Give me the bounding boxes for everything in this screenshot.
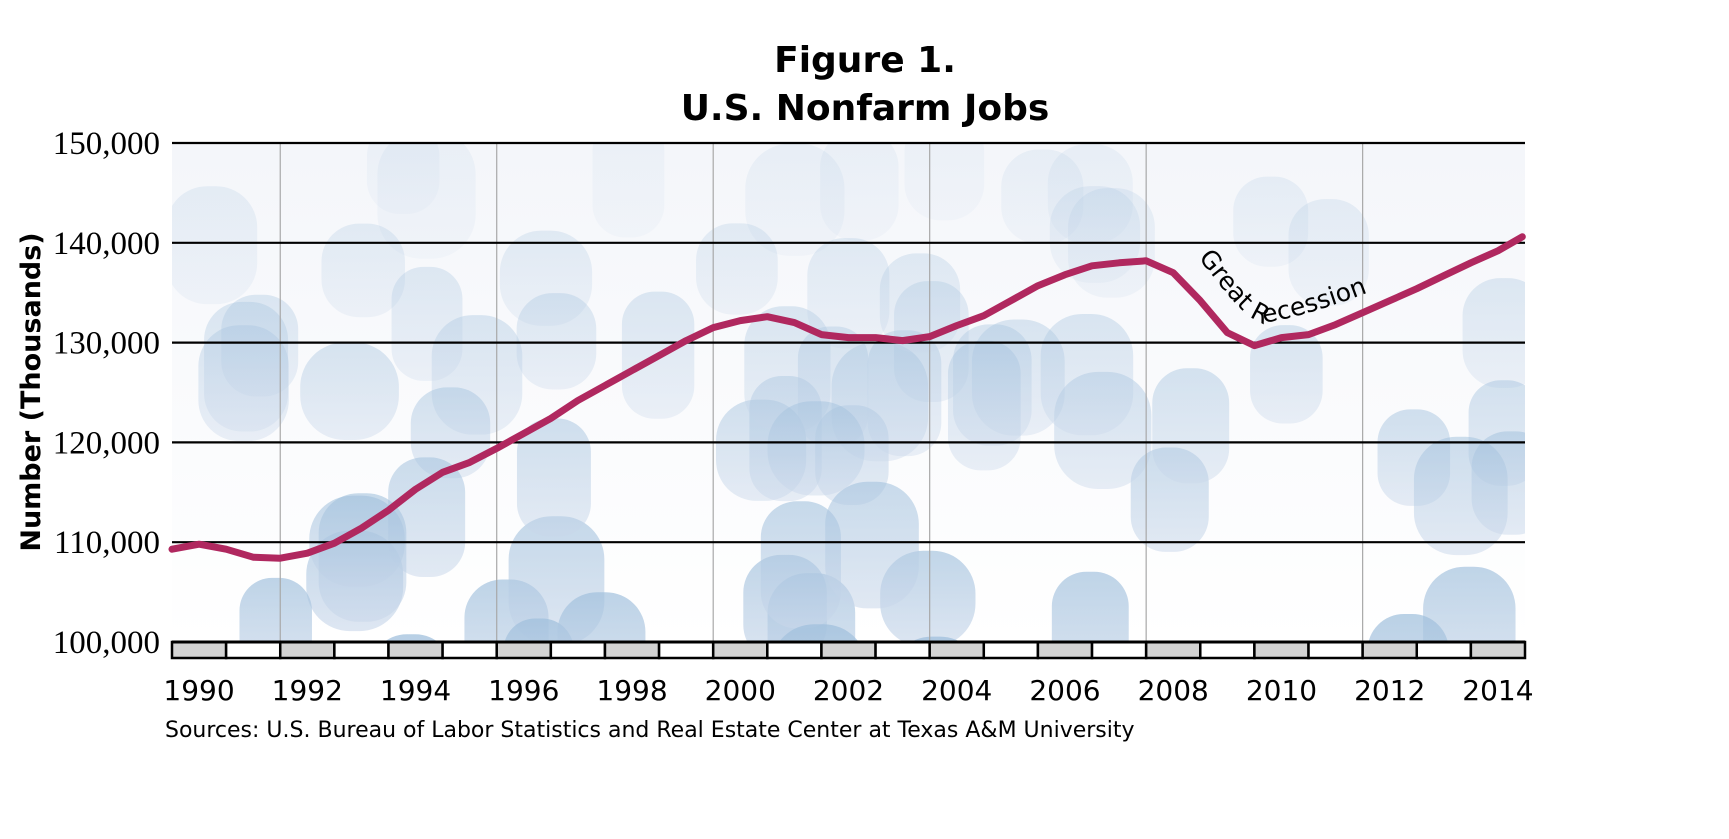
x-tick-label: 2004 — [921, 674, 992, 707]
person-silhouette — [745, 143, 845, 256]
x-tick-label: 1996 — [488, 674, 559, 707]
person-silhouette — [504, 618, 573, 642]
y-tick-label: 150,000 — [53, 126, 160, 162]
year-cell — [982, 640, 1040, 660]
year-cell — [1199, 640, 1256, 660]
x-tick-label: 1990 — [163, 674, 234, 707]
person-silhouette — [947, 340, 1021, 471]
source-note: Sources: U.S. Bureau of Labor Statistics… — [165, 718, 1135, 743]
year-cell — [549, 640, 607, 660]
horizontal-gridlines — [172, 141, 1525, 544]
person-silhouette — [760, 501, 841, 629]
person-silhouette — [410, 387, 491, 479]
person-silhouette — [1462, 278, 1525, 388]
person-silhouette — [696, 223, 778, 315]
y-tick-labels: 100,000 110,000 120,000 130,000 140,000 150,0… — [53, 126, 160, 661]
person-silhouette — [366, 143, 440, 214]
year-cell — [1361, 640, 1419, 660]
plot-background — [172, 143, 1525, 642]
year-cell — [820, 640, 877, 660]
person-silhouette — [321, 223, 405, 318]
person-silhouette — [592, 143, 665, 238]
person-silhouette — [825, 481, 919, 609]
year-cell — [495, 640, 553, 660]
person-silhouette — [904, 143, 985, 221]
x-tick-label: 2002 — [813, 674, 884, 707]
x-tick-label: 2000 — [705, 674, 776, 707]
x-axis-year-strip — [170, 640, 1527, 660]
year-cell — [333, 640, 390, 660]
x-tick-label: 2008 — [1138, 674, 1209, 707]
x-tick-label: 1994 — [380, 674, 451, 707]
year-cell — [711, 640, 769, 660]
person-silhouette — [1471, 431, 1525, 535]
person-silhouette — [1288, 199, 1369, 306]
person-silhouette — [516, 293, 597, 390]
x-tick-label: 2014 — [1462, 674, 1533, 707]
year-cell — [657, 640, 715, 660]
y-tick-label: 130,000 — [53, 326, 160, 362]
x-tick-labels: 1990 1992 1994 1996 1998 2000 2002 2004 2006 2008… — [163, 674, 1533, 707]
person-silhouette — [300, 342, 399, 441]
year-cell — [1036, 640, 1094, 660]
year-cell — [1307, 640, 1364, 660]
person-silhouette — [1152, 368, 1230, 484]
person-silhouette — [779, 624, 859, 642]
year-cell — [766, 640, 823, 660]
person-silhouette — [807, 238, 890, 349]
person-silhouette — [239, 577, 312, 642]
person-silhouette — [516, 418, 591, 537]
person-silhouette — [879, 253, 961, 353]
x-tick-label: 2010 — [1246, 674, 1317, 707]
y-tick-label: 110,000 — [54, 525, 160, 561]
year-cell — [387, 640, 444, 660]
person-silhouette — [388, 457, 466, 578]
person-silhouette — [384, 634, 439, 642]
year-cell — [1090, 640, 1148, 660]
year-cell — [603, 640, 661, 660]
x-tick-label: 1998 — [596, 674, 667, 707]
y-tick-label: 100,000 — [53, 625, 160, 661]
chart-title: Figure 1. — [774, 40, 956, 81]
year-cell — [224, 640, 282, 660]
year-cell — [874, 640, 931, 660]
year-cell — [441, 640, 498, 660]
person-silhouette — [1250, 325, 1323, 424]
x-tick-label: 2006 — [1029, 674, 1100, 707]
chart-subtitle: U.S. Nonfarm Jobs — [681, 88, 1050, 129]
year-cell — [928, 640, 986, 660]
x-tick-label: 2012 — [1354, 674, 1425, 707]
year-cell — [278, 640, 336, 660]
person-silhouette — [172, 186, 258, 305]
person-silhouette — [1049, 186, 1141, 283]
x-tick-label: 1992 — [272, 674, 343, 707]
year-cell — [1469, 640, 1527, 660]
person-silhouette — [204, 301, 289, 432]
y-tick-label: 140,000 — [53, 226, 160, 262]
year-cell — [1144, 640, 1202, 660]
year-cell — [170, 640, 228, 660]
person-silhouette — [557, 592, 646, 642]
person-silhouette — [1051, 571, 1129, 642]
person-silhouette — [1423, 566, 1516, 642]
year-cell — [1253, 640, 1310, 660]
person-silhouette — [744, 306, 831, 433]
person-silhouette — [318, 493, 407, 622]
person-silhouette — [767, 401, 865, 496]
year-cell — [1415, 640, 1473, 660]
y-tick-label: 120,000 — [53, 425, 160, 461]
y-axis-label: Number (Thousands) — [16, 232, 47, 551]
person-silhouette — [1040, 313, 1134, 436]
person-silhouette — [1368, 613, 1448, 642]
series-line-nonfarm-jobs — [168, 233, 1526, 562]
person-silhouette — [391, 266, 463, 381]
